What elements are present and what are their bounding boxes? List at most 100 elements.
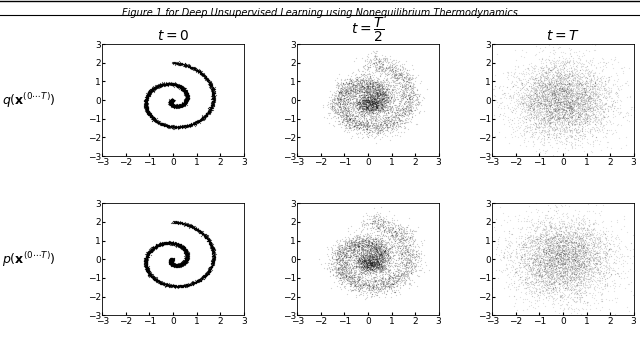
Point <box>584 236 595 241</box>
Point <box>587 268 597 274</box>
Point <box>525 229 536 234</box>
Point <box>590 114 600 119</box>
Point <box>390 82 401 87</box>
Point <box>544 291 554 296</box>
Point <box>380 239 390 245</box>
Point <box>187 123 197 129</box>
Point <box>175 244 186 250</box>
Point <box>381 119 392 125</box>
Point <box>550 275 560 281</box>
Point <box>335 258 345 263</box>
Point <box>378 269 388 275</box>
Point <box>366 287 376 293</box>
Point <box>195 68 205 74</box>
Point <box>347 265 357 270</box>
Point <box>408 104 418 110</box>
Point <box>360 268 371 274</box>
Point <box>329 89 339 95</box>
Point <box>165 257 175 263</box>
Point <box>500 237 511 243</box>
Point <box>184 62 195 67</box>
Point <box>191 118 202 123</box>
Point <box>555 221 565 226</box>
Point <box>564 94 574 100</box>
Point <box>374 125 384 130</box>
Point <box>176 86 186 92</box>
Point <box>206 242 216 248</box>
Point <box>192 119 202 124</box>
Point <box>567 121 577 126</box>
Point <box>562 75 572 81</box>
Point <box>371 101 381 106</box>
Point <box>383 278 393 283</box>
Point <box>206 106 216 112</box>
Point <box>353 255 364 260</box>
Point <box>364 94 374 99</box>
Point <box>385 224 395 230</box>
Point <box>376 60 386 66</box>
Point <box>572 258 582 264</box>
Point <box>181 251 191 256</box>
Point <box>362 103 372 108</box>
Point <box>354 239 364 244</box>
Point <box>579 249 589 255</box>
Point <box>173 124 184 129</box>
Point <box>563 121 573 127</box>
Point <box>563 246 573 252</box>
Point <box>175 262 186 267</box>
Point <box>177 245 188 251</box>
Point <box>191 279 201 284</box>
Point <box>549 88 559 94</box>
Point <box>182 95 192 101</box>
Point <box>375 92 385 97</box>
Point <box>180 88 190 94</box>
Point <box>342 241 353 246</box>
Point <box>550 108 560 114</box>
Point <box>568 101 579 106</box>
Point <box>365 109 375 115</box>
Point <box>163 124 173 129</box>
Point <box>167 82 177 87</box>
Point <box>582 233 592 239</box>
Point <box>149 244 159 250</box>
Point <box>179 87 189 93</box>
Point <box>365 259 375 264</box>
Point <box>341 115 351 121</box>
Point <box>399 237 409 243</box>
Point <box>358 102 369 107</box>
Point <box>372 263 382 268</box>
Point <box>545 49 556 54</box>
Point <box>165 99 175 104</box>
Point <box>368 267 378 273</box>
Point <box>362 238 372 244</box>
Point <box>364 242 374 248</box>
Point <box>527 253 537 258</box>
Point <box>375 246 385 251</box>
Point <box>374 247 384 253</box>
Point <box>167 99 177 104</box>
Point <box>542 85 552 90</box>
Point <box>574 77 584 82</box>
Point <box>143 250 154 255</box>
Point <box>337 253 348 258</box>
Point <box>365 100 375 105</box>
Point <box>329 103 339 109</box>
Point <box>569 258 579 263</box>
Point <box>166 98 177 103</box>
Point <box>143 253 153 258</box>
Point <box>353 277 363 283</box>
Point <box>390 69 401 75</box>
Point <box>368 282 378 287</box>
Point <box>141 97 151 102</box>
Point <box>337 259 347 265</box>
Point <box>572 271 582 276</box>
Point <box>365 257 376 262</box>
Point <box>577 219 588 224</box>
Point <box>538 101 548 106</box>
Point <box>552 104 563 110</box>
Point <box>178 261 188 267</box>
Point <box>529 115 540 120</box>
Point <box>591 236 602 241</box>
Point <box>342 100 352 105</box>
Point <box>170 263 180 268</box>
